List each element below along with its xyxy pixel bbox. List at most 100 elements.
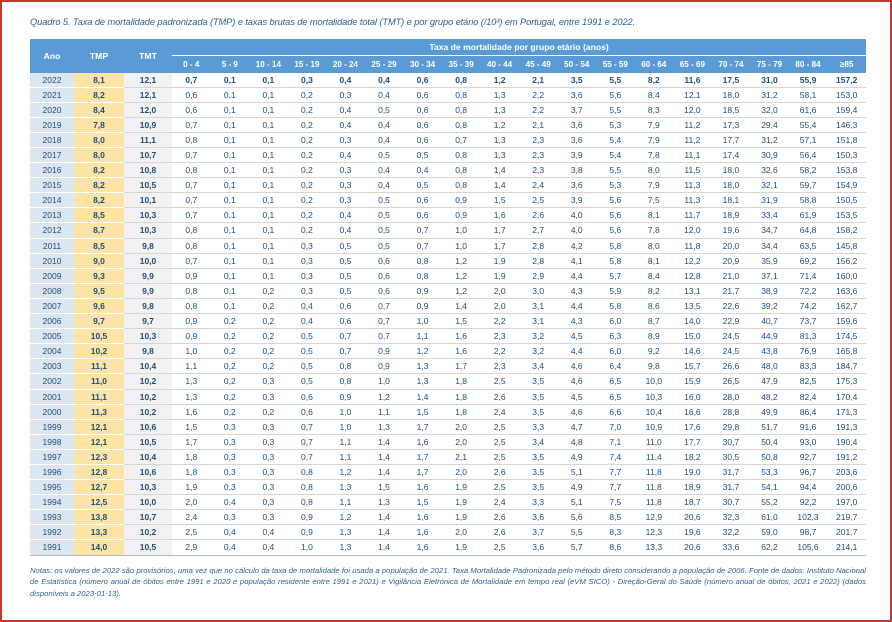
cell-age-3: 0,5 xyxy=(287,328,327,345)
cell-age-0: 0,7 xyxy=(172,192,211,209)
table-row: 1998 12,1 10,5 1,7 0,3 0,3 0,7 1,1 1,4 1,6 2,0 2,5 3… xyxy=(30,434,867,450)
column-header-tmt: TMT xyxy=(124,38,172,73)
cell-age-8: 2,6 xyxy=(480,524,519,541)
cell-age-9: 2,8 xyxy=(518,238,558,254)
cell-age-12: 9,2 xyxy=(634,343,674,360)
cell-age-1: 0,3 xyxy=(210,464,250,481)
table-notes: Notas: os valores de 2022 são provisório… xyxy=(30,565,866,598)
cell-age-10: 4,3 xyxy=(557,283,597,299)
cell-age-3: 0,7 xyxy=(287,449,327,465)
cell-age-12: 8,0 xyxy=(634,162,674,179)
cell-tmp: 13,3 xyxy=(74,524,124,541)
cell-age-5: 1,2 xyxy=(364,389,404,405)
cell-age-7: 1,6 xyxy=(441,328,481,345)
cell-age-14: 26,5 xyxy=(711,373,751,390)
cell-age-9: 2,5 xyxy=(518,192,558,209)
cell-age-10: 4,4 xyxy=(557,268,597,284)
cell-age-17: 171,3 xyxy=(827,404,867,420)
cell-age-5: 0,4 xyxy=(364,72,404,88)
cell-tmp: 7,8 xyxy=(74,117,124,133)
cell-age-6: 1,4 xyxy=(403,389,442,405)
cell-age-15: 32,6 xyxy=(750,162,789,179)
cell-age-13: 11,6 xyxy=(673,72,712,88)
cell-age-14: 30,7 xyxy=(711,434,751,450)
cell-age-2: 0,3 xyxy=(249,464,288,481)
cell-ano: 2020 xyxy=(30,102,74,118)
cell-age-4: 0,3 xyxy=(326,177,365,194)
cell-age-1: 0,3 xyxy=(210,434,250,450)
cell-tmp: 9,6 xyxy=(74,298,124,315)
cell-age-11: 8,6 xyxy=(596,539,635,556)
cell-age-6: 1,6 xyxy=(403,539,442,556)
cell-tmt: 10,6 xyxy=(124,419,172,435)
cell-age-2: 0,1 xyxy=(249,177,288,194)
cell-age-17: 150,5 xyxy=(827,192,867,209)
cell-age-5: 0,7 xyxy=(364,313,404,330)
cell-age-2: 0,3 xyxy=(249,419,288,435)
cell-age-12: 7,9 xyxy=(634,132,674,149)
cell-age-0: 0,6 xyxy=(172,87,211,103)
cell-age-6: 0,6 xyxy=(403,87,442,103)
cell-age-15: 48,0 xyxy=(750,358,789,375)
cell-age-8: 1,3 xyxy=(480,87,519,103)
cell-age-5: 0,5 xyxy=(364,222,404,239)
cell-ano: 2019 xyxy=(30,117,74,133)
cell-age-6: 0,5 xyxy=(403,147,442,164)
cell-tmt: 10,5 xyxy=(124,539,172,556)
cell-age-6: 1,6 xyxy=(403,479,442,496)
column-header-age-6: 30 - 34 xyxy=(403,55,442,73)
cell-age-3: 0,6 xyxy=(287,389,327,405)
cell-age-1: 0,2 xyxy=(210,313,250,330)
cell-tmp: 9,0 xyxy=(74,253,124,269)
column-header-age-15: 75 - 79 xyxy=(750,55,789,73)
cell-age-15: 59,0 xyxy=(750,524,789,541)
cell-age-9: 3,4 xyxy=(518,434,558,450)
table-row: 1996 12,8 10,6 1,8 0,3 0,3 0,8 1,2 1,4 1,7 2,0 2,6 3… xyxy=(30,464,867,481)
table-row: 2021 8,2 12,1 0,6 0,1 0,1 0,2 0,3 0,4 0,6 0,8 1,3 2,… xyxy=(30,87,867,103)
cell-age-16: 58,1 xyxy=(788,87,828,103)
cell-age-1: 0,1 xyxy=(210,102,250,118)
cell-ano: 1991 xyxy=(30,539,74,556)
cell-age-10: 4,0 xyxy=(557,207,597,224)
cell-age-7: 0,9 xyxy=(441,192,481,209)
cell-age-16: 94,4 xyxy=(788,479,828,496)
cell-age-4: 1,3 xyxy=(326,479,365,496)
cell-age-6: 0,9 xyxy=(403,298,442,315)
cell-age-7: 0,9 xyxy=(441,207,481,224)
cell-ano: 2000 xyxy=(30,404,74,420)
cell-age-5: 1,3 xyxy=(364,494,404,511)
cell-age-11: 6,4 xyxy=(596,358,635,375)
cell-age-0: 0,7 xyxy=(172,147,211,164)
cell-age-7: 0,8 xyxy=(441,117,481,133)
cell-age-4: 0,4 xyxy=(326,102,365,118)
cell-age-4: 0,7 xyxy=(326,328,365,345)
column-header-age-3: 15 - 19 xyxy=(287,55,327,73)
cell-age-11: 7,5 xyxy=(596,494,635,511)
cell-age-8: 2,4 xyxy=(480,404,519,420)
cell-age-7: 1,2 xyxy=(441,268,481,284)
table-row: 2004 10,2 9,8 1,0 0,2 0,2 0,5 0,7 0,9 1,2 1,6 2,2 3,… xyxy=(30,343,867,360)
cell-age-9: 3,5 xyxy=(518,449,558,465)
cell-age-9: 3,1 xyxy=(518,313,558,330)
column-header-age-11: 55 - 59 xyxy=(596,55,635,73)
cell-age-9: 2,1 xyxy=(518,117,558,133)
table-row: 1995 12,7 10,3 1,9 0,3 0,3 0,8 1,3 1,5 1,6 1,9 2,5 3… xyxy=(30,479,867,496)
cell-age-2: 0,2 xyxy=(249,343,288,360)
cell-age-10: 4,9 xyxy=(557,479,597,496)
cell-age-16: 61,9 xyxy=(788,207,828,224)
cell-age-14: 17,5 xyxy=(711,72,751,88)
cell-age-3: 0,2 xyxy=(287,222,327,239)
table-row: 2020 8,4 12,0 0,6 0,1 0,1 0,2 0,4 0,5 0,6 0,8 1,3 2,… xyxy=(30,102,867,118)
cell-age-4: 0,3 xyxy=(326,87,365,103)
cell-age-17: 175,3 xyxy=(827,373,867,390)
cell-age-14: 18,9 xyxy=(711,207,751,224)
cell-age-15: 61,0 xyxy=(750,509,789,526)
cell-age-12: 8,1 xyxy=(634,207,674,224)
cell-age-8: 1,4 xyxy=(480,177,519,194)
cell-age-14: 21,7 xyxy=(711,283,751,299)
cell-age-5: 0,6 xyxy=(364,283,404,299)
cell-age-10: 4,3 xyxy=(557,313,597,330)
cell-age-13: 12,8 xyxy=(673,268,712,284)
cell-tmp: 12,1 xyxy=(74,434,124,450)
cell-age-7: 1,8 xyxy=(441,404,481,420)
